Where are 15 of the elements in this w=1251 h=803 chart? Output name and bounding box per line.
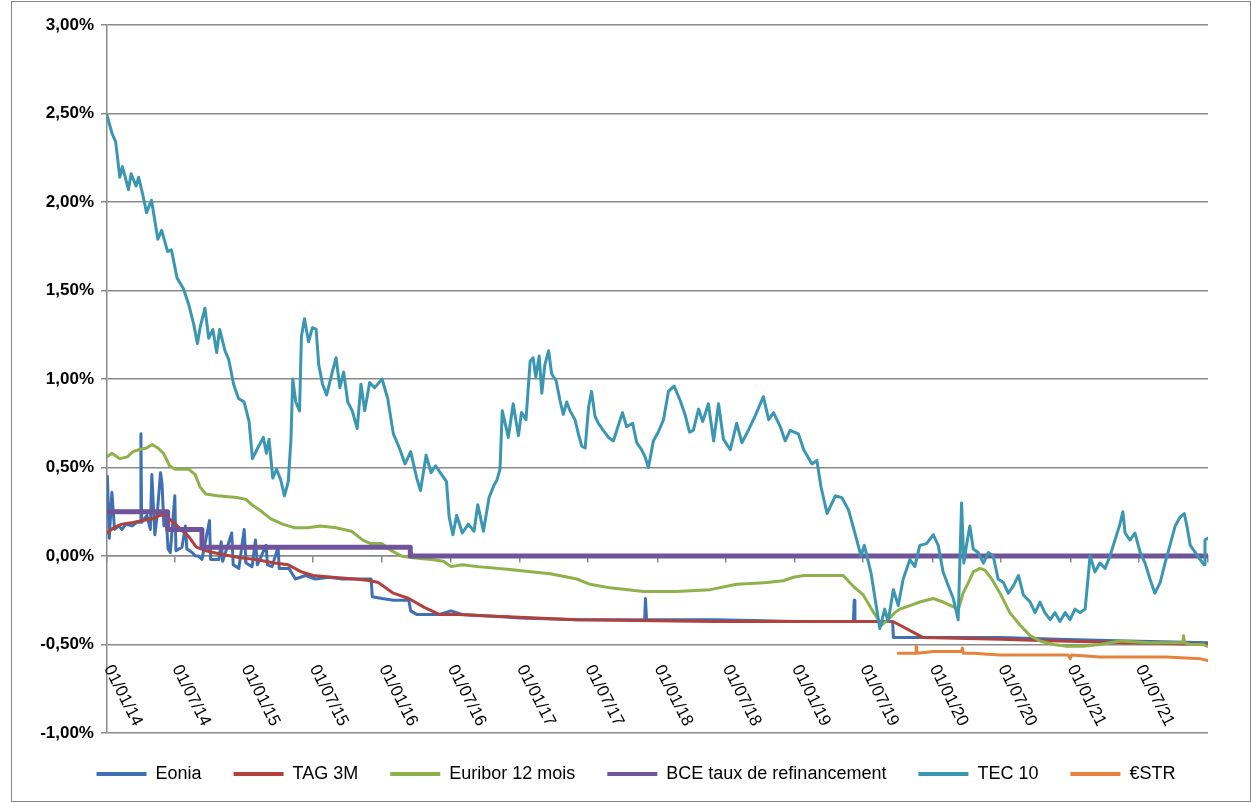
y-tick-label: 0,50% xyxy=(45,457,94,477)
legend-label: BCE taux de refinancement xyxy=(666,762,887,783)
y-tick-label: -1,00% xyxy=(40,722,94,742)
y-tick-label: 2,50% xyxy=(45,103,94,123)
legend-label: TAG 3M xyxy=(292,762,359,783)
legend-label: TEC 10 xyxy=(977,762,1039,783)
y-tick-label: 1,00% xyxy=(45,368,94,388)
legend-label: €STR xyxy=(1129,762,1176,783)
y-tick-label: 2,00% xyxy=(45,191,94,211)
y-tick-label: -0,50% xyxy=(40,634,94,654)
y-tick-label: 1,50% xyxy=(45,280,94,300)
y-tick-label: 0,00% xyxy=(45,545,94,565)
legend-label: Euribor 12 mois xyxy=(449,762,576,783)
legend-label: Eonia xyxy=(155,762,203,783)
y-tick-label: 3,00% xyxy=(45,14,94,34)
